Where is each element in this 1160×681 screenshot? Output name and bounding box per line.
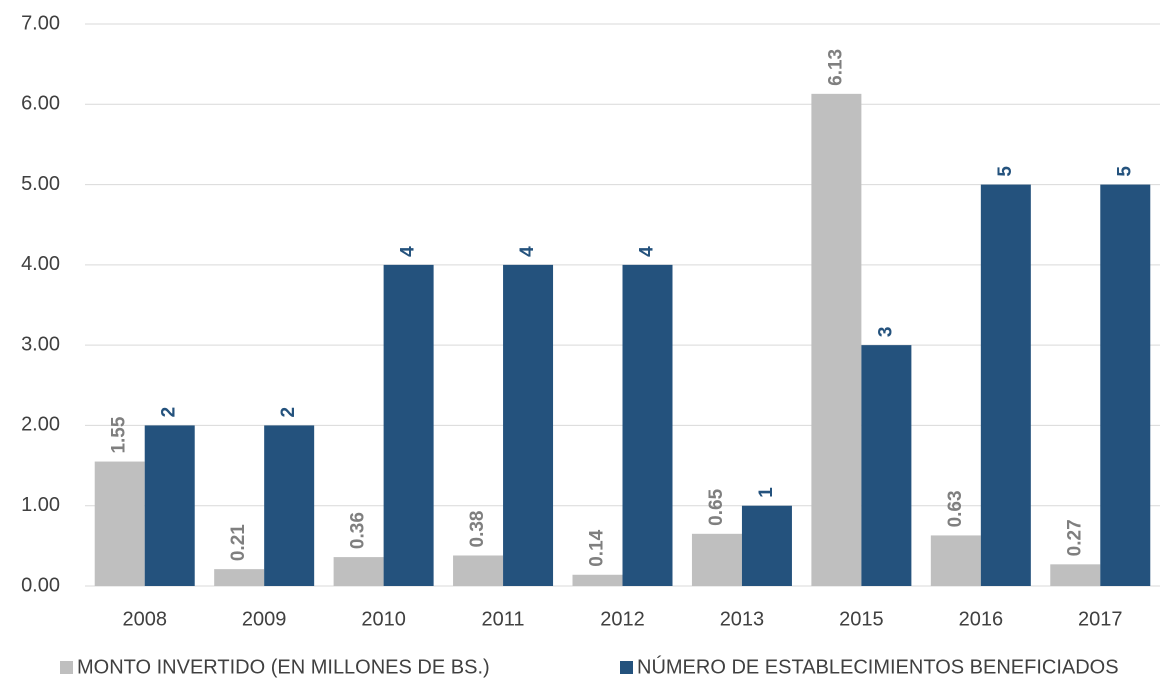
data-label: 2 xyxy=(159,407,180,418)
x-tick-label: 2012 xyxy=(600,608,645,630)
legend-label: MONTO INVERTIDO (EN MILLONES DE BS.) xyxy=(77,656,490,678)
x-tick-label: 2016 xyxy=(959,608,1004,630)
x-tick-label: 2009 xyxy=(242,608,287,630)
bar xyxy=(264,425,315,586)
y-tick-label: 3.00 xyxy=(21,333,60,355)
data-label: 3 xyxy=(875,327,896,338)
y-tick-label: 2.00 xyxy=(21,414,60,436)
bar xyxy=(214,569,265,586)
data-label: 0.21 xyxy=(228,524,249,561)
legend-swatch xyxy=(60,661,73,674)
bar xyxy=(94,461,145,586)
bar xyxy=(861,345,912,586)
data-label: 0.14 xyxy=(587,529,608,566)
data-label: 6.13 xyxy=(825,49,846,86)
y-tick-label: 0.00 xyxy=(21,574,60,596)
bar xyxy=(453,555,504,586)
y-tick-label: 6.00 xyxy=(21,93,60,115)
data-label: 2 xyxy=(278,407,299,418)
bar xyxy=(144,425,195,586)
data-label: 4 xyxy=(517,246,538,257)
x-tick-label: 2013 xyxy=(720,608,765,630)
bar xyxy=(1050,564,1101,586)
y-tick-label: 5.00 xyxy=(21,173,60,195)
bar xyxy=(1100,184,1151,587)
bar xyxy=(741,505,792,586)
y-tick-label: 7.00 xyxy=(21,12,60,34)
y-tick-label: 4.00 xyxy=(21,253,60,275)
bar xyxy=(980,184,1031,587)
data-label: 0.36 xyxy=(348,512,369,549)
bar xyxy=(333,557,384,586)
data-label: 0.65 xyxy=(706,488,727,525)
bar xyxy=(930,535,981,586)
bar xyxy=(503,264,554,586)
legend-label: NÚMERO DE ESTABLECIMIENTOS BENEFICIADOS xyxy=(637,655,1119,678)
data-label: 0.38 xyxy=(467,511,488,548)
legend-swatch xyxy=(620,661,633,674)
data-label: 5 xyxy=(995,166,1016,177)
y-tick-label: 1.00 xyxy=(21,494,60,516)
x-tick-label: 2017 xyxy=(1078,608,1123,630)
data-label: 5 xyxy=(1114,166,1135,177)
x-tick-label: 2015 xyxy=(839,608,884,630)
bar xyxy=(383,264,434,586)
data-label: 0.63 xyxy=(945,490,966,527)
bar xyxy=(811,93,862,586)
x-tick-label: 2011 xyxy=(482,608,525,630)
data-label: 1.55 xyxy=(109,416,130,453)
data-label: 1 xyxy=(756,487,777,498)
data-label: 4 xyxy=(398,246,419,257)
data-label: 4 xyxy=(637,246,658,257)
data-label: 0.27 xyxy=(1064,519,1085,556)
bar xyxy=(572,574,623,586)
x-tick-label: 2010 xyxy=(361,608,406,630)
bar xyxy=(622,264,673,586)
bar xyxy=(691,533,742,586)
x-tick-label: 2008 xyxy=(122,608,167,630)
